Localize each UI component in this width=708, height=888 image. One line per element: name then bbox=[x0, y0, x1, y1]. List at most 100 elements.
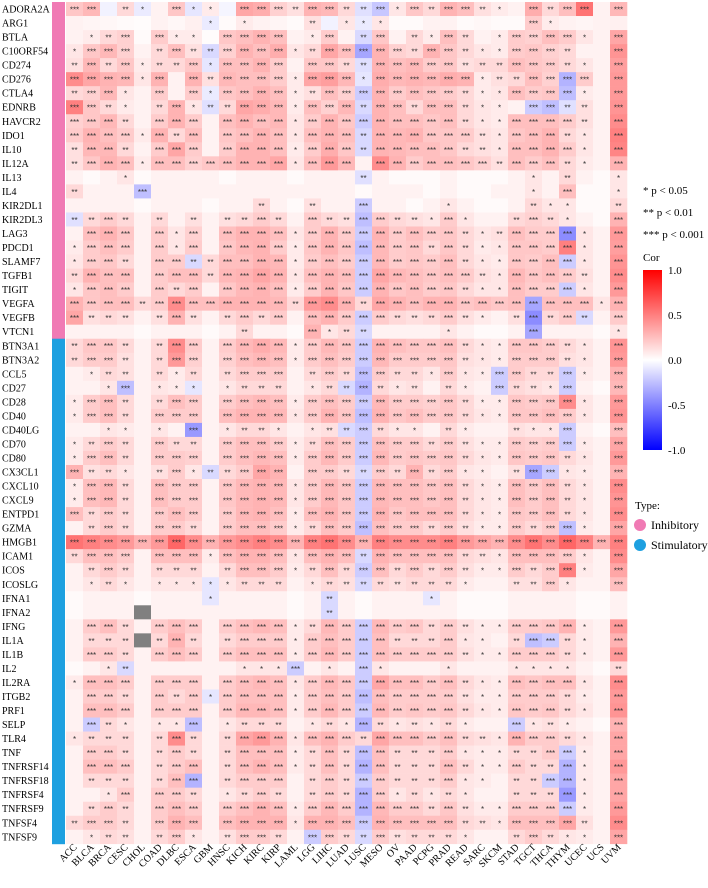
heatmap-cell bbox=[474, 577, 492, 592]
significance-mark: ** bbox=[71, 160, 77, 169]
heatmap-cell bbox=[593, 366, 611, 382]
heatmap-cell bbox=[576, 156, 594, 171]
significance-mark: *** bbox=[444, 497, 453, 506]
heatmap-cell bbox=[66, 310, 84, 325]
significance-mark: *** bbox=[410, 693, 419, 702]
heatmap-cell bbox=[202, 72, 220, 87]
significance-mark: ** bbox=[547, 721, 553, 730]
significance-mark: *** bbox=[240, 679, 249, 688]
significance-mark: *** bbox=[172, 707, 181, 716]
significance-mark: * bbox=[464, 791, 467, 800]
heatmap-cell bbox=[168, 226, 186, 241]
significance-mark: ** bbox=[122, 735, 128, 744]
heatmap-cell bbox=[270, 535, 288, 550]
row-type-marker bbox=[52, 58, 65, 73]
heatmap-cell bbox=[491, 2, 509, 17]
significance-mark: *** bbox=[614, 398, 623, 407]
heatmap-cell bbox=[491, 380, 509, 396]
heatmap-cell bbox=[610, 422, 628, 438]
heatmap-cell bbox=[287, 605, 305, 620]
heatmap-cell bbox=[525, 535, 543, 550]
heatmap-cell bbox=[253, 422, 271, 438]
significance-mark: *** bbox=[376, 511, 385, 520]
significance-mark: *** bbox=[376, 48, 385, 57]
heatmap-cell bbox=[100, 128, 118, 143]
heatmap-cell bbox=[321, 86, 339, 101]
significance-mark: *** bbox=[325, 805, 334, 814]
heatmap-cell bbox=[321, 422, 339, 438]
significance-mark: *** bbox=[172, 272, 181, 281]
significance-mark: ** bbox=[479, 819, 485, 828]
significance-mark: ** bbox=[343, 833, 349, 842]
heatmap-cell bbox=[134, 184, 152, 199]
significance-mark: * bbox=[566, 665, 569, 674]
heatmap-cell bbox=[525, 549, 543, 564]
heatmap-cell bbox=[219, 58, 237, 73]
heatmap-cell bbox=[253, 212, 271, 227]
significance-mark: *** bbox=[444, 230, 453, 239]
heatmap-cell bbox=[66, 717, 84, 732]
significance-mark: *** bbox=[257, 230, 266, 239]
heatmap-cell bbox=[134, 142, 152, 157]
heatmap-cell bbox=[440, 296, 458, 311]
heatmap-cell bbox=[236, 30, 254, 45]
heatmap-cell bbox=[117, 479, 135, 494]
significance-mark: *** bbox=[325, 146, 334, 155]
heatmap-cell bbox=[219, 212, 237, 227]
heatmap-cell bbox=[440, 142, 458, 157]
significance-mark: * bbox=[498, 735, 501, 744]
heatmap-cell bbox=[236, 577, 254, 592]
heatmap-cell bbox=[287, 86, 305, 101]
heatmap-cell bbox=[66, 464, 84, 480]
heatmap-cell bbox=[117, 521, 135, 536]
significance-mark: *** bbox=[614, 104, 623, 113]
significance-mark: *** bbox=[87, 160, 96, 169]
significance-mark: * bbox=[294, 749, 297, 758]
heatmap-cell bbox=[236, 324, 254, 340]
significance-mark: ** bbox=[122, 398, 128, 407]
heatmap-cell bbox=[593, 605, 611, 620]
significance-mark: ** bbox=[360, 300, 366, 309]
heatmap-cell bbox=[236, 254, 254, 269]
heatmap-cell bbox=[219, 436, 237, 452]
heatmap-cell bbox=[338, 605, 356, 620]
significance-mark: *** bbox=[189, 76, 198, 85]
significance-mark: *** bbox=[104, 342, 113, 351]
significance-mark: *** bbox=[325, 679, 334, 688]
significance-mark: *** bbox=[172, 623, 181, 632]
significance-mark: * bbox=[243, 665, 246, 674]
heatmap-cell bbox=[576, 661, 594, 676]
heatmap-cell bbox=[100, 240, 118, 255]
significance-mark: *** bbox=[427, 230, 436, 239]
significance-mark: *** bbox=[189, 426, 198, 435]
significance-mark: ** bbox=[224, 833, 230, 842]
significance-mark: *** bbox=[580, 300, 589, 309]
significance-mark: * bbox=[498, 258, 501, 267]
significance-mark: *** bbox=[546, 132, 555, 141]
significance-mark: * bbox=[498, 104, 501, 113]
significance-mark: *** bbox=[189, 286, 198, 295]
row-label: TNFRSF14 bbox=[2, 762, 49, 773]
significance-mark: ** bbox=[190, 791, 196, 800]
heatmap-cell bbox=[559, 324, 577, 340]
heatmap-cell bbox=[338, 380, 356, 396]
significance-mark: ** bbox=[275, 216, 281, 225]
heatmap-cell bbox=[474, 394, 492, 410]
significance-mark: * bbox=[226, 384, 229, 393]
colorbar-tick-1: 1.0 bbox=[668, 265, 682, 277]
heatmap-cell bbox=[287, 212, 305, 227]
significance-mark: *** bbox=[308, 469, 317, 478]
significance-mark: * bbox=[396, 6, 399, 15]
significance-mark: * bbox=[481, 104, 484, 113]
significance-mark: * bbox=[583, 511, 586, 520]
heatmap-cell bbox=[508, 16, 526, 31]
significance-mark: *** bbox=[529, 651, 538, 660]
heatmap-cell bbox=[559, 156, 577, 171]
significance-mark: * bbox=[141, 132, 144, 141]
significance-mark: ** bbox=[462, 553, 468, 562]
significance-mark: *** bbox=[393, 412, 402, 421]
significance-mark: *** bbox=[478, 539, 487, 548]
significance-mark: *** bbox=[359, 244, 368, 253]
significance-mark: *** bbox=[376, 469, 385, 478]
significance-mark: *** bbox=[376, 398, 385, 407]
